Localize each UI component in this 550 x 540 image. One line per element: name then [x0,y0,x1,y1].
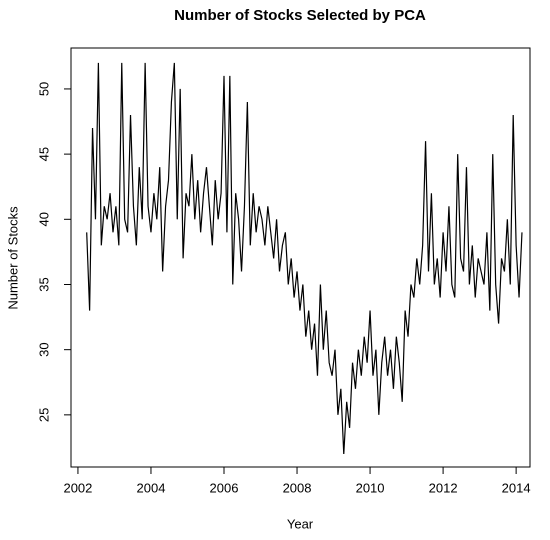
y-tick-label: 40 [36,212,51,226]
x-axis-label: Year [287,516,314,531]
x-tick-label: 2008 [283,480,312,495]
x-tick-label: 2014 [502,480,531,495]
data-line [86,62,523,454]
y-axis-label: Number of Stocks [5,206,20,310]
x-tick-label: 2010 [356,480,385,495]
chart-title: Number of Stocks Selected by PCA [174,7,426,24]
y-tick-label: 30 [36,342,51,356]
y-tick-label: 35 [36,277,51,291]
x-tick-label: 2004 [137,480,166,495]
x-tick-label: 2006 [210,480,239,495]
x-tick-label: 2012 [429,480,458,495]
y-tick-label: 45 [36,147,51,161]
y-tick-label: 25 [36,408,51,422]
x-tick-label: 2002 [63,480,92,495]
y-tick-label: 50 [36,82,51,96]
plot-box [70,47,531,468]
